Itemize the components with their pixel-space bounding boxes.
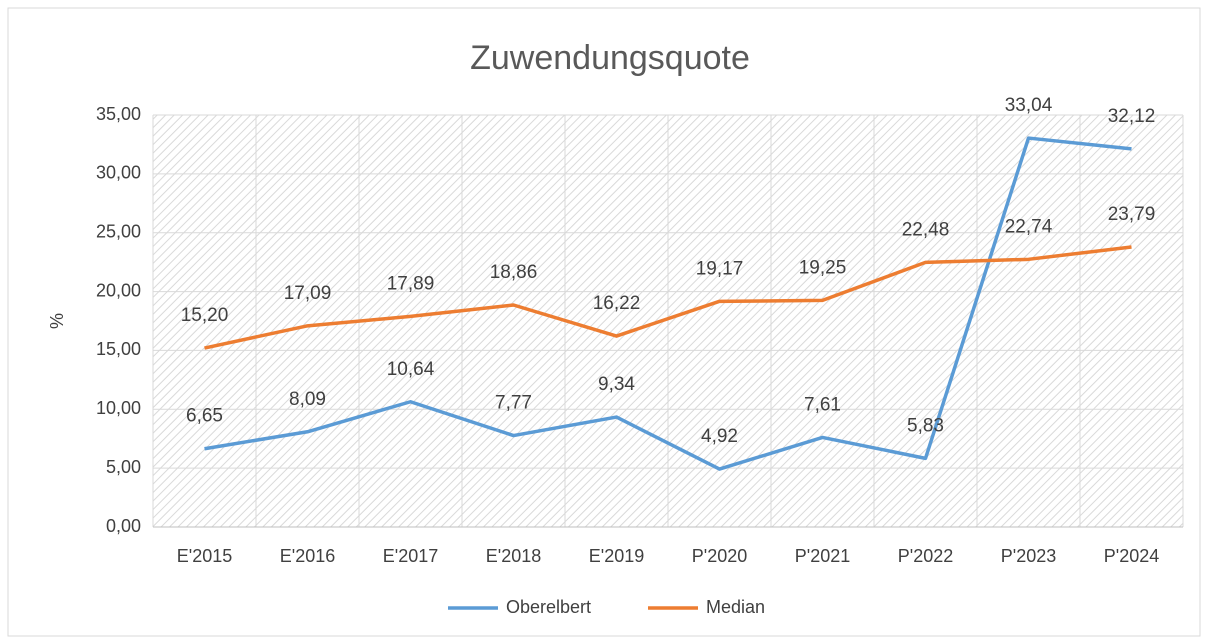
data-label: 6,65 xyxy=(186,406,223,427)
data-label: 32,12 xyxy=(1108,106,1156,127)
x-tick-label: P'2022 xyxy=(898,546,954,566)
y-tick-label: 0,00 xyxy=(106,516,141,536)
y-tick-label: 20,00 xyxy=(96,280,141,300)
data-label: 4,92 xyxy=(701,426,738,447)
y-tick-label: 5,00 xyxy=(106,457,141,477)
data-label: 15,20 xyxy=(181,305,229,326)
series-line xyxy=(204,136,1132,471)
y-tick-label: 10,00 xyxy=(96,398,141,418)
x-tick-label: P'2023 xyxy=(1001,546,1057,566)
y-axis-label: % xyxy=(47,313,67,329)
series-line xyxy=(204,245,1132,350)
x-tick-label: E'2018 xyxy=(486,546,542,566)
data-label: 5,83 xyxy=(907,415,944,436)
y-tick-label: 30,00 xyxy=(96,163,141,183)
y-tick-label: 35,00 xyxy=(96,104,141,124)
x-tick-label: P'2024 xyxy=(1104,546,1160,566)
y-tick-label: 15,00 xyxy=(96,339,141,359)
data-label: 16,22 xyxy=(593,293,641,314)
data-label: 22,48 xyxy=(902,219,950,240)
data-label: 9,34 xyxy=(598,374,635,395)
data-label: 18,86 xyxy=(490,262,538,283)
x-tick-label: E'2015 xyxy=(177,546,233,566)
data-label: 7,77 xyxy=(495,393,532,414)
data-label: 33,04 xyxy=(1005,95,1053,116)
data-label: 10,64 xyxy=(387,359,435,380)
data-label: 22,74 xyxy=(1005,216,1053,237)
chart-title: Zuwendungsquote xyxy=(470,39,750,77)
legend-label: Median xyxy=(706,597,765,617)
x-tick-label: P'2021 xyxy=(795,546,851,566)
data-label: 8,09 xyxy=(289,389,326,410)
x-tick-label: P'2020 xyxy=(692,546,748,566)
data-label: 19,17 xyxy=(696,258,744,279)
data-label: 23,79 xyxy=(1108,204,1156,225)
data-label: 7,61 xyxy=(804,394,841,415)
data-label: 19,25 xyxy=(799,257,847,278)
data-label: 17,09 xyxy=(284,283,332,304)
y-tick-label: 25,00 xyxy=(96,221,141,241)
x-tick-label: E'2019 xyxy=(589,546,645,566)
data-label: 17,89 xyxy=(387,273,435,294)
x-tick-label: E'2017 xyxy=(383,546,439,566)
legend-label: Oberelbert xyxy=(506,597,591,617)
x-tick-label: E'2016 xyxy=(280,546,336,566)
